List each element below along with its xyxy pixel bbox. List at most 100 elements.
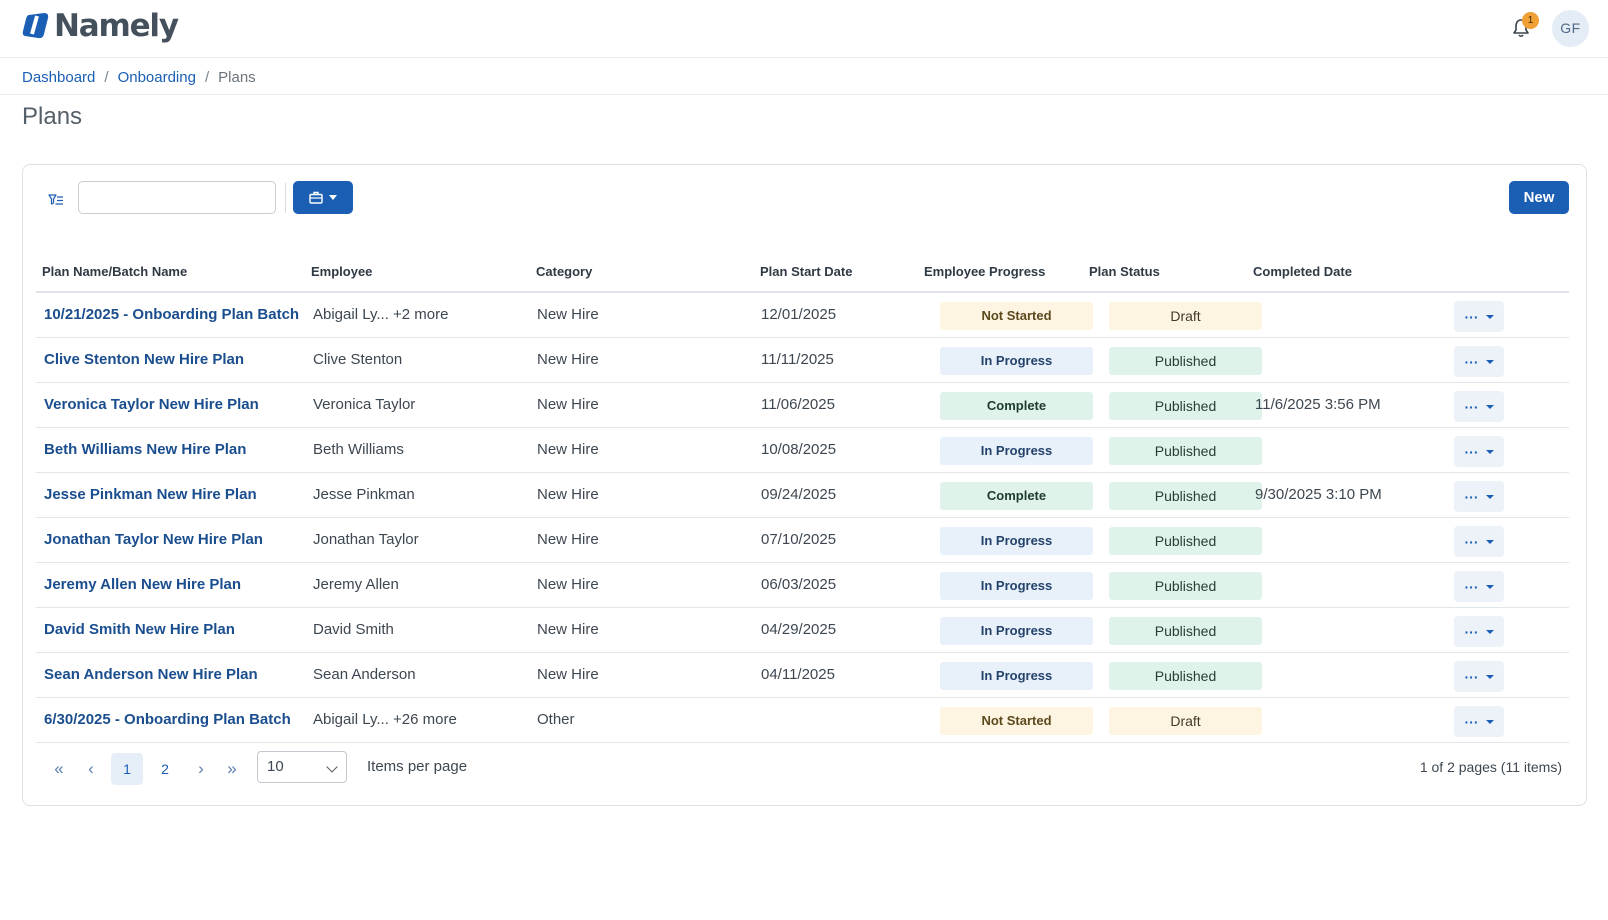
row-actions-button[interactable]: ···	[1454, 706, 1504, 737]
last-page-button[interactable]: »	[227, 759, 237, 778]
category-cell: New Hire	[537, 666, 599, 683]
plan-name-link[interactable]: 10/21/2025 - Onboarding Plan Batch	[44, 306, 300, 323]
plan-name-link[interactable]: Jeremy Allen New Hire Plan	[44, 576, 242, 593]
top-navigation-bar: Namely 1 GF	[0, 0, 1608, 58]
column-header-plan-name[interactable]: Plan Name/Batch Name	[42, 264, 188, 279]
table-row: David Smith New Hire Plan David Smith New …	[36, 608, 1569, 653]
table-header-row: Plan Name/Batch Name Employee Category P…	[36, 249, 1569, 293]
plan-status-badge: Published	[1109, 437, 1262, 465]
items-per-page-label: Items per page	[367, 758, 468, 775]
employee-cell: Veronica Taylor	[313, 396, 416, 413]
more-actions-icon: ···	[1464, 578, 1479, 595]
user-avatar[interactable]: GF	[1552, 10, 1589, 47]
row-actions-button[interactable]: ···	[1454, 616, 1504, 647]
plan-status-badge: Published	[1109, 527, 1262, 555]
row-actions-button[interactable]: ···	[1454, 346, 1504, 377]
plan-name-link[interactable]: Sean Anderson New Hire Plan	[44, 666, 258, 683]
more-actions-icon: ···	[1464, 533, 1479, 550]
completed-date-cell: 9/30/2025 3:10 PM	[1255, 486, 1382, 503]
plan-name-link[interactable]: Clive Stenton New Hire Plan	[44, 351, 245, 368]
pagination-bar: « ‹ 1 2 › » 10 Items per page 1 of 2 pag…	[23, 751, 1586, 787]
more-actions-icon: ···	[1464, 353, 1479, 370]
table-row: Jeremy Allen New Hire Plan Jeremy Allen Ne…	[36, 563, 1569, 608]
first-page-button[interactable]: «	[54, 759, 64, 778]
plan-name-link[interactable]: Jesse Pinkman New Hire Plan	[44, 486, 257, 503]
brand-name: Namely	[54, 8, 179, 44]
employee-progress-badge: Complete	[940, 482, 1093, 510]
plan-start-date-cell: 09/24/2025	[761, 486, 837, 503]
row-actions-button[interactable]: ···	[1454, 571, 1504, 602]
caret-down-icon	[1485, 719, 1494, 724]
brand-logo[interactable]: Namely	[22, 8, 179, 44]
breadcrumb-separator: /	[104, 68, 109, 86]
breadcrumb-dashboard-link[interactable]: Dashboard	[22, 68, 96, 86]
table-row: Clive Stenton New Hire Plan Clive Stenton…	[36, 338, 1569, 383]
plan-status-badge: Published	[1109, 572, 1262, 600]
row-actions-button[interactable]: ···	[1454, 301, 1504, 332]
row-actions-button[interactable]: ···	[1454, 391, 1504, 422]
previous-page-button[interactable]: ‹	[88, 759, 94, 778]
column-header-plan-status[interactable]: Plan Status	[1089, 264, 1160, 279]
employee-cell: David Smith	[313, 621, 394, 638]
page-2-button[interactable]: 2	[161, 761, 169, 777]
employee-cell: Jeremy Allen	[313, 576, 399, 593]
category-cell: New Hire	[537, 351, 599, 368]
more-actions-icon: ···	[1464, 623, 1479, 640]
category-cell: New Hire	[537, 531, 599, 548]
more-actions-icon: ···	[1464, 488, 1479, 505]
breadcrumb-onboarding-link[interactable]: Onboarding	[117, 68, 196, 86]
next-page-button[interactable]: ›	[198, 759, 204, 778]
plan-status-badge: Draft	[1109, 707, 1262, 735]
row-actions-button[interactable]: ···	[1454, 436, 1504, 467]
category-cell: New Hire	[537, 396, 599, 413]
plan-name-link[interactable]: 6/30/2025 - Onboarding Plan Batch	[44, 711, 291, 728]
plan-status-badge: Published	[1109, 392, 1262, 420]
plan-start-date-cell: 06/03/2025	[761, 576, 837, 593]
column-header-employee[interactable]: Employee	[311, 264, 373, 279]
plan-start-date-cell: 10/08/2025	[761, 441, 837, 458]
employee-cell: Abigail Ly... +26 more	[313, 711, 457, 728]
caret-down-icon	[1485, 359, 1494, 364]
column-header-employee-progress[interactable]: Employee Progress	[924, 264, 1046, 279]
column-header-plan-start-date[interactable]: Plan Start Date	[760, 264, 853, 279]
plan-name-link[interactable]: David Smith New Hire Plan	[44, 621, 235, 638]
column-header-category[interactable]: Category	[536, 264, 593, 279]
plan-status-badge: Published	[1109, 662, 1262, 690]
row-actions-button[interactable]: ···	[1454, 661, 1504, 692]
new-plan-button[interactable]: New	[1509, 181, 1569, 214]
completed-date-cell: 11/6/2025 3:56 PM	[1255, 396, 1381, 413]
category-cell: New Hire	[537, 621, 599, 638]
employee-progress-badge: In Progress	[940, 572, 1093, 600]
briefcase-icon	[309, 191, 323, 204]
plan-status-badge: Published	[1109, 617, 1262, 645]
table-body: 10/21/2025 - Onboarding Plan Batch Abigai…	[36, 293, 1569, 743]
table-row: Sean Anderson New Hire Plan Sean Anderson…	[36, 653, 1569, 698]
filter-button[interactable]	[45, 189, 67, 211]
row-actions-button[interactable]: ···	[1454, 481, 1504, 512]
column-header-completed-date[interactable]: Completed Date	[1253, 264, 1352, 279]
plan-name-link[interactable]: Jonathan Taylor New Hire Plan	[44, 531, 263, 548]
more-actions-icon: ···	[1464, 398, 1479, 415]
table-row: Jesse Pinkman New Hire Plan Jesse Pinkman…	[36, 473, 1569, 518]
items-per-page-select[interactable]: 10	[257, 751, 347, 783]
search-input[interactable]	[78, 181, 276, 214]
category-cell: New Hire	[537, 306, 599, 323]
breadcrumb: Dashboard / Onboarding / Plans	[22, 66, 256, 88]
row-actions-button[interactable]: ···	[1454, 526, 1504, 557]
employee-progress-badge: In Progress	[940, 347, 1093, 375]
items-per-page-value: 10	[267, 758, 284, 775]
employee-cell: Beth Williams	[313, 441, 404, 458]
pagination-info: 1 of 2 pages (11 items)	[1419, 759, 1562, 775]
bulk-actions-dropdown-button[interactable]	[293, 181, 353, 214]
notification-count-badge: 1	[1522, 12, 1539, 29]
page-1-button[interactable]: 1	[111, 753, 143, 785]
plan-name-link[interactable]: Veronica Taylor New Hire Plan	[44, 396, 259, 413]
caret-down-icon	[1485, 314, 1494, 319]
plan-start-date-cell: 07/10/2025	[761, 531, 837, 548]
more-actions-icon: ···	[1464, 443, 1479, 460]
table-row: 6/30/2025 - Onboarding Plan Batch Abigail…	[36, 698, 1569, 743]
caret-down-icon	[1485, 404, 1494, 409]
plan-name-link[interactable]: Beth Williams New Hire Plan	[44, 441, 247, 458]
caret-down-icon	[1485, 449, 1494, 454]
category-cell: New Hire	[537, 441, 599, 458]
